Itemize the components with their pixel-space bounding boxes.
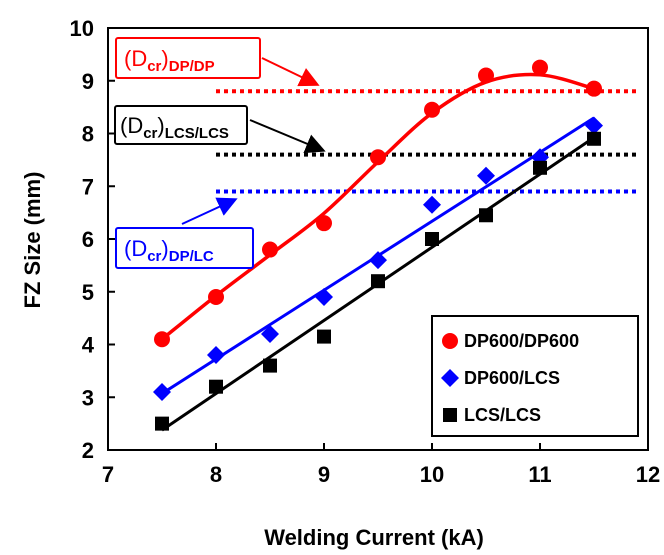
critical-size-label: (Dcr)DP/DP [124,46,215,75]
legend-label: DP600/LCS [464,368,560,388]
y-axis-label: FZ Size (mm) [20,172,45,309]
data-point [533,160,547,175]
y-tick-label: 5 [82,280,94,305]
label-subscript: LCS/LCS [165,125,229,142]
x-tick-label: 12 [636,462,660,487]
y-tick-label: 4 [82,333,95,358]
data-point [317,329,331,344]
label-subscript: cr [147,58,161,75]
data-point [478,67,494,84]
data-point [370,149,386,166]
legend-label: DP600/DP600 [464,331,579,351]
data-point [423,195,441,214]
data-point [154,331,170,348]
data-point [424,101,440,118]
label-subscript: cr [143,125,157,142]
data-point [532,59,548,76]
x-tick-label: 10 [420,462,444,487]
y-tick-label: 3 [82,385,94,410]
label-text: (D [124,46,147,71]
annotation-arrow [181,197,238,225]
data-point [371,274,385,289]
legend-marker [443,408,457,422]
critical-size-label-box [115,37,261,79]
x-tick-label: 9 [318,462,330,487]
label-subscript: DP/LC [169,248,214,265]
plot-area: 7 8 9 10 11 122345678910(Dcr)DP/DP(Dcr)LCS/LC… [70,16,661,487]
critical-size-label-box [114,105,248,145]
data-point [585,116,603,135]
data-point [315,288,333,307]
critical-size-label: (Dcr)LCS/LCS [120,113,229,142]
data-point [262,241,278,258]
annotation-arrow [261,57,320,87]
data-point [155,416,169,431]
data-point [153,382,171,401]
critical-size-label-box [115,227,254,269]
y-tick-label: 8 [82,122,94,147]
label-text: ) [161,236,168,261]
label-subscript: cr [147,248,161,265]
data-point [369,251,387,270]
data-point [208,289,224,306]
label-text: ) [157,113,164,138]
y-tick-label: 9 [82,69,94,94]
critical-size-label: (Dcr)DP/LC [124,236,214,265]
x-tick-label: 7 [102,462,114,487]
annotation-arrow [249,119,326,154]
data-point [477,166,495,185]
data-point [261,324,279,343]
legend-marker [442,333,458,349]
data-point [316,215,332,232]
trend-curve [160,72,595,341]
data-point [587,131,601,146]
y-tick-label: 7 [82,174,94,199]
x-tick-label: 8 [210,462,222,487]
legend-box [431,315,639,437]
data-point [209,379,223,394]
x-tick-label: 11 [528,462,551,487]
legend-label: LCS/LCS [464,405,541,425]
x-axis-label: Welding Current (kA) [264,525,484,550]
label-text: ) [161,46,168,71]
label-subscript: DP/DP [169,58,215,75]
label-text: (D [120,113,143,138]
data-point [207,346,225,365]
y-tick-label: 2 [82,438,94,463]
data-point [263,358,277,373]
y-tick-label: 6 [82,227,94,252]
data-point [479,208,493,223]
y-tick-label: 10 [70,16,94,41]
label-text: (D [124,236,147,261]
data-point [425,232,439,246]
legend-marker [441,369,459,387]
data-point [586,80,602,97]
